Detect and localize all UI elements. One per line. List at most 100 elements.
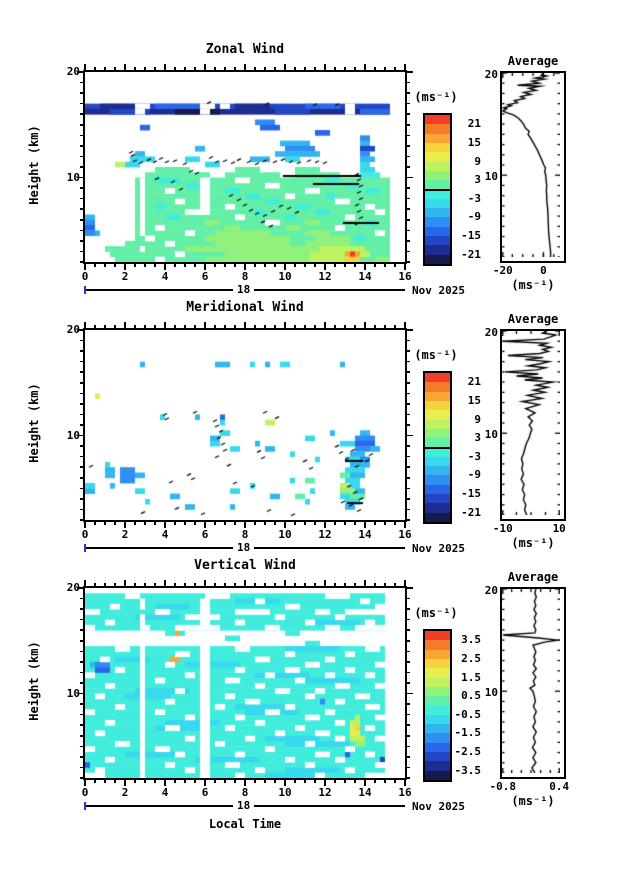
y-tick-label: 20: [66, 581, 80, 594]
tick: [224, 522, 226, 525]
tick: [80, 466, 83, 468]
meridional-wind-heatmap: [85, 330, 405, 520]
tick: [407, 145, 410, 147]
tick: [384, 522, 386, 525]
x-tick-label: 8: [241, 528, 249, 541]
tick: [284, 322, 286, 328]
tick: [374, 780, 376, 783]
colorbar-segment: [425, 668, 450, 678]
tick: [80, 219, 83, 221]
tick: [104, 325, 106, 328]
tick: [407, 403, 410, 405]
tick: [80, 508, 83, 511]
tick: [164, 264, 166, 270]
meridional-colorbar: [423, 371, 452, 524]
x-tick-label: 2: [121, 528, 129, 541]
tick: [394, 67, 396, 70]
average-title: Average: [507, 570, 559, 584]
tick: [407, 455, 410, 458]
tick: [294, 780, 296, 783]
tick: [154, 522, 156, 525]
average-x-tick-label: -20: [492, 264, 513, 277]
tick: [274, 325, 276, 328]
date-axis-start-marker: [84, 544, 86, 552]
tick: [104, 67, 106, 70]
date-day-label: 18: [233, 799, 255, 812]
tick: [80, 250, 83, 253]
date-axis-start-marker: [84, 802, 86, 810]
tick: [324, 522, 326, 528]
tick: [154, 780, 156, 783]
average-frame: [500, 587, 566, 779]
tick: [284, 64, 286, 70]
colorbar-tick-label: -2.5: [454, 745, 482, 759]
tick: [234, 325, 236, 328]
tick: [404, 64, 406, 70]
average-x-tick-label: 0: [540, 264, 547, 277]
colorbar-tick-label: 2.5: [461, 651, 481, 665]
tick: [254, 264, 256, 267]
tick: [80, 661, 83, 663]
x-tick-label: 4: [161, 270, 169, 283]
tick: [407, 371, 410, 373]
tick: [234, 583, 236, 586]
tick: [407, 597, 410, 600]
tick: [254, 325, 256, 328]
tick: [184, 325, 186, 328]
y-axis-label: Height (km): [27, 383, 41, 463]
tick: [407, 176, 413, 179]
tick: [204, 780, 206, 786]
tick: [80, 413, 83, 416]
x-tick-label: 8: [241, 786, 249, 799]
tick: [184, 583, 186, 586]
date-day-label: 18: [233, 283, 255, 296]
colorbar-segment: [425, 382, 450, 393]
tick: [77, 329, 83, 331]
tick: [80, 403, 83, 405]
tick: [364, 522, 366, 528]
colorbar-tick-label: -21: [461, 505, 481, 519]
tick: [80, 240, 83, 242]
tick: [244, 580, 246, 586]
tick: [407, 382, 410, 384]
average-y-tick-label: 10: [484, 170, 498, 184]
tick: [114, 583, 116, 586]
average-frame: [500, 71, 566, 263]
colorbar-segment: [425, 142, 450, 153]
tick: [104, 780, 106, 783]
tick: [354, 325, 356, 328]
colorbar-tick-label: 3: [474, 431, 481, 445]
tick: [374, 583, 376, 586]
tick: [254, 780, 256, 783]
average-y-tick-label: 10: [484, 428, 498, 442]
tick: [144, 325, 146, 328]
tick: [154, 67, 156, 70]
tick: [80, 640, 83, 642]
tick: [314, 264, 316, 267]
x-tick-label: 14: [358, 786, 372, 799]
tick: [334, 264, 336, 267]
date-month-year: Nov 2025: [412, 542, 465, 555]
tick: [80, 713, 83, 716]
y-axis-label: Height (km): [27, 641, 41, 721]
tick: [274, 67, 276, 70]
tick: [80, 113, 83, 115]
tick: [407, 229, 410, 232]
tick: [334, 325, 336, 328]
tick: [80, 339, 83, 342]
tick: [407, 445, 410, 447]
tick: [244, 522, 246, 528]
tick: [194, 325, 196, 328]
tick: [407, 360, 410, 363]
average-y-tick-label: 10: [484, 686, 498, 700]
tick: [144, 522, 146, 525]
colorbar-segment: [425, 503, 450, 514]
colorbar-segment: [425, 208, 450, 218]
tick: [234, 67, 236, 70]
tick: [184, 264, 186, 267]
tick: [134, 583, 136, 586]
tick: [374, 264, 376, 267]
tick: [407, 498, 410, 500]
tick: [344, 264, 346, 267]
tick: [84, 780, 86, 786]
